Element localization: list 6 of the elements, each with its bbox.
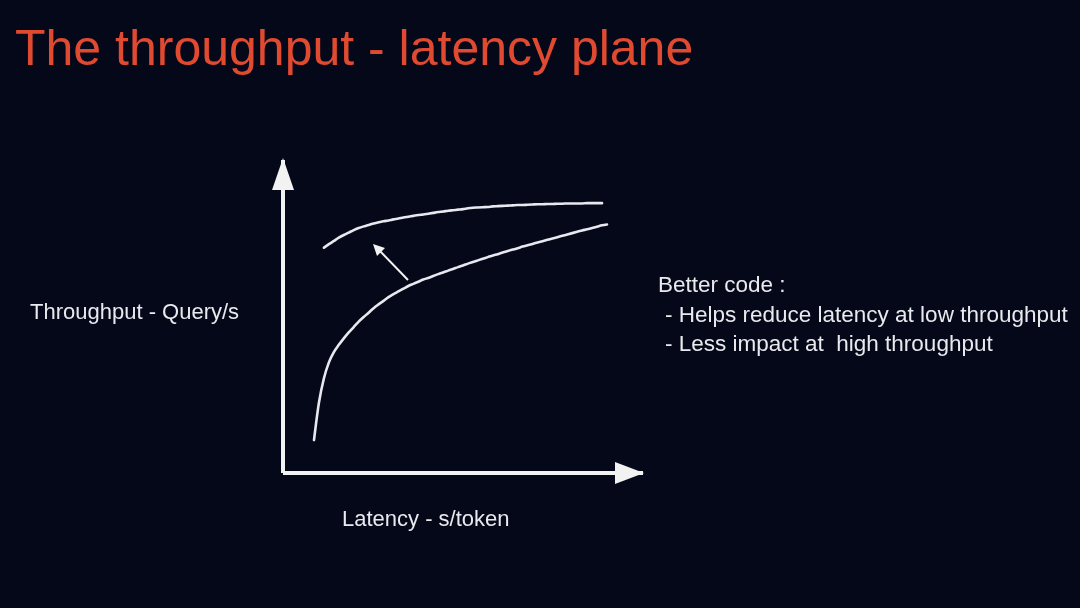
- chart-title: The throughput - latency plane: [15, 20, 694, 76]
- text: - Helps reduce latency at low throughput: [665, 301, 1068, 327]
- y-axis-title: Throughput - Query/s: [30, 299, 240, 324]
- text: Better code :: [658, 272, 786, 297]
- text: - Less impact at high throughput: [665, 331, 993, 356]
- x-axis-title: Latency - s/token: [342, 506, 510, 531]
